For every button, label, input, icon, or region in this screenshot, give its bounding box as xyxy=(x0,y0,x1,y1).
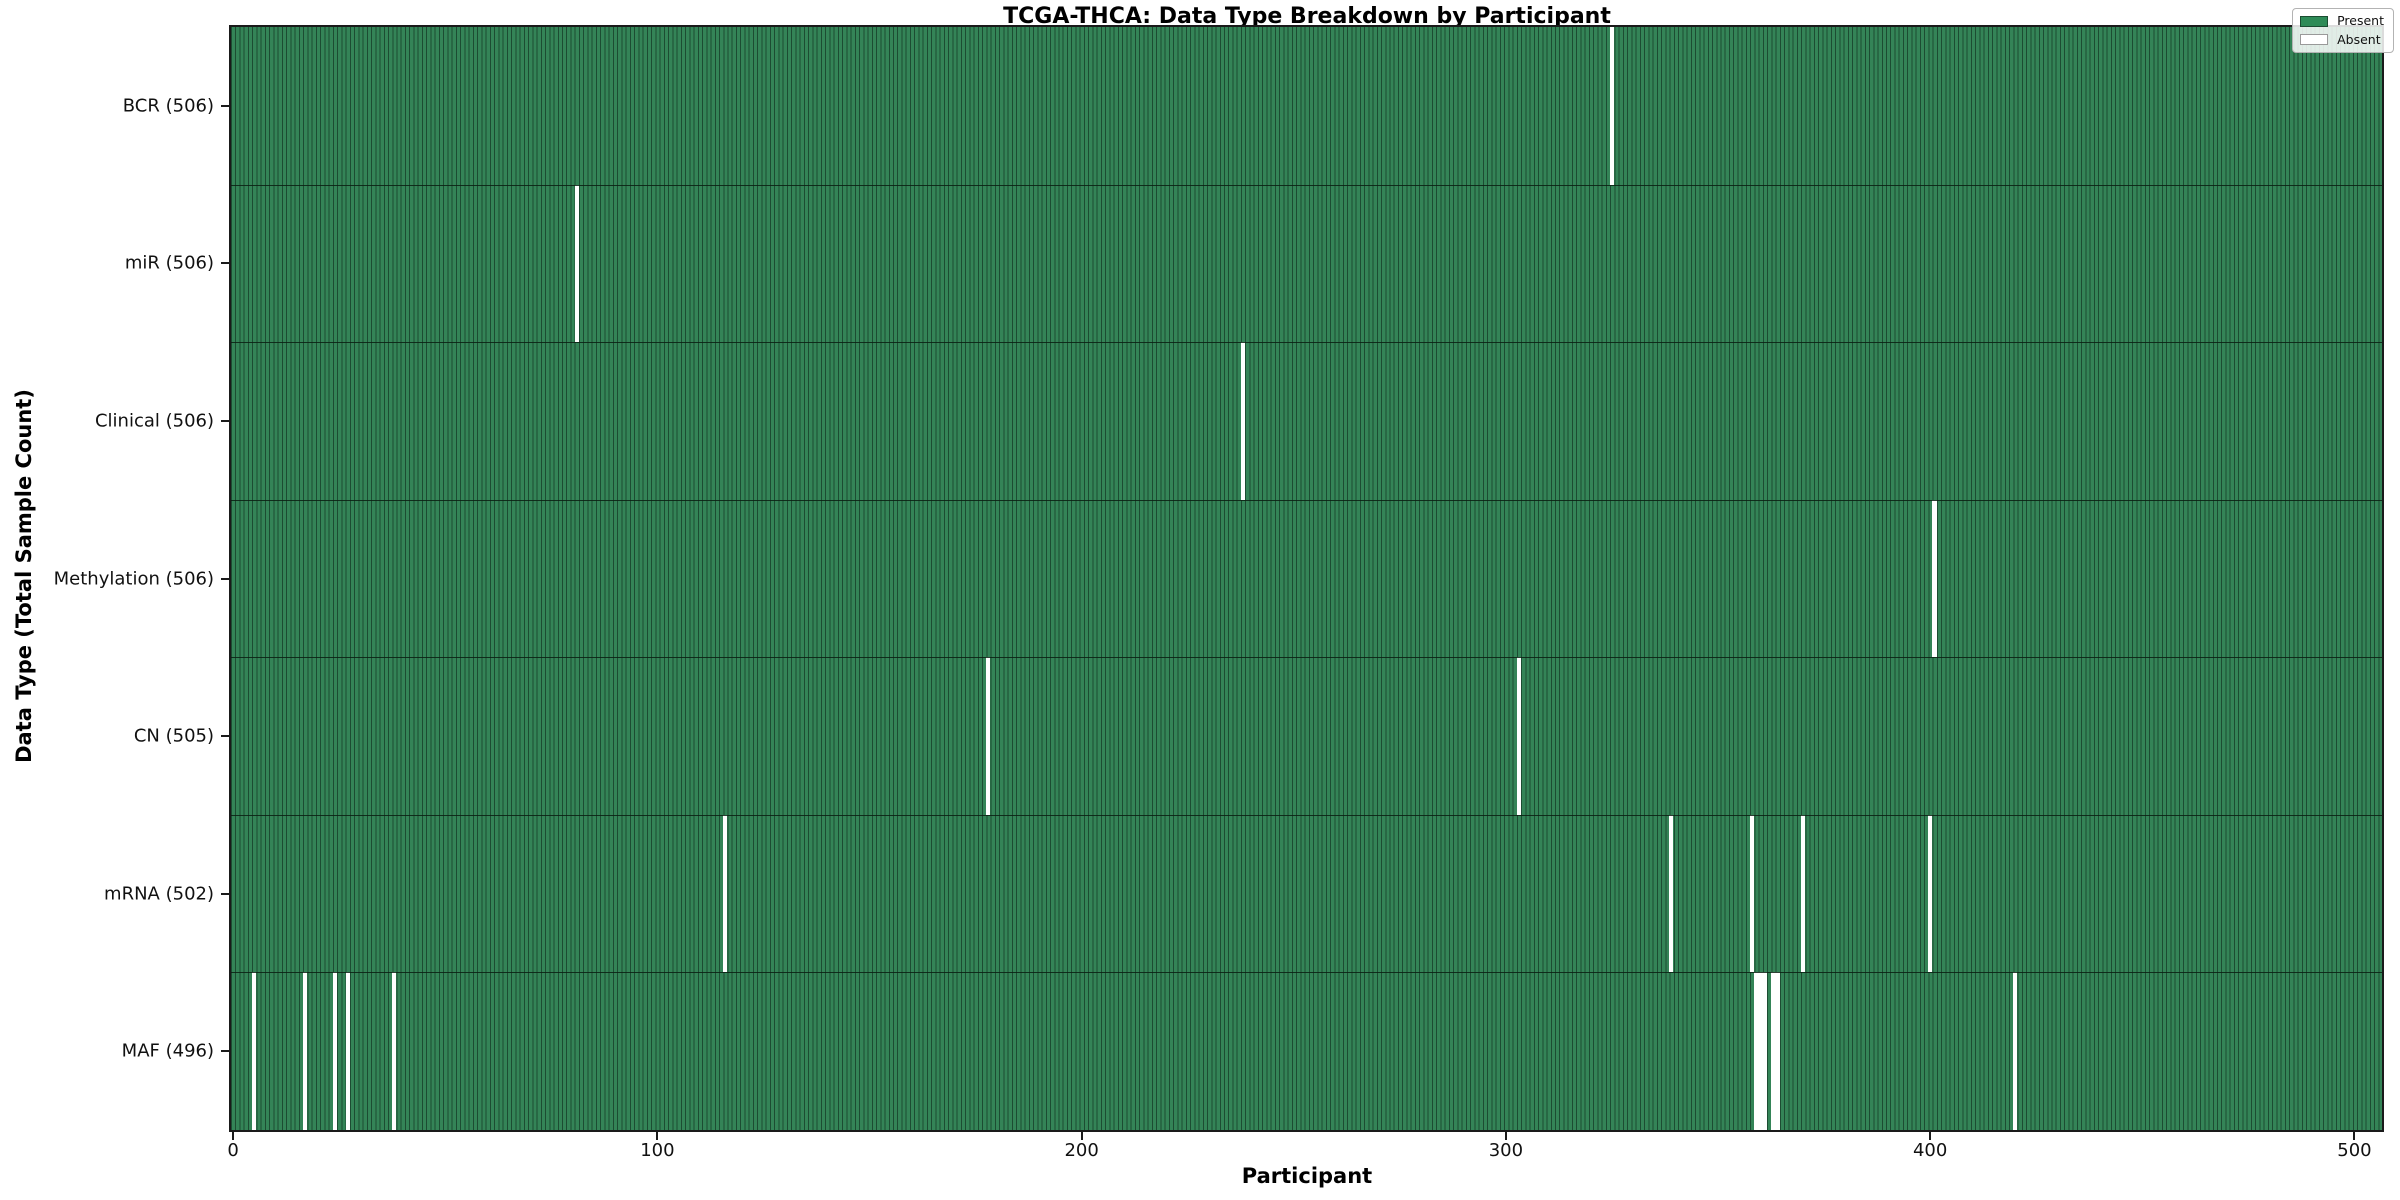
x-tick-label: 300 xyxy=(1488,1140,1524,1161)
x-tick-label: 400 xyxy=(1912,1140,1948,1161)
legend-item-absent: Absent xyxy=(2300,31,2384,47)
y-tick-mark xyxy=(221,419,229,422)
row-separator xyxy=(231,972,2382,974)
y-tick-mark xyxy=(221,1050,229,1053)
absent-gap xyxy=(1932,499,1937,658)
absent-gap xyxy=(345,972,350,1130)
absent-gap xyxy=(1754,972,1759,1130)
absent-gap xyxy=(252,972,257,1130)
legend-label-absent: Absent xyxy=(2337,31,2381,47)
x-tick-mark xyxy=(656,1132,659,1140)
y-tick-mark xyxy=(221,735,229,738)
y-axis-label: Data Type (Total Sample Count) xyxy=(12,389,36,763)
x-tick-mark xyxy=(2353,1132,2356,1140)
chart-title: TCGA-THCA: Data Type Breakdown by Partic… xyxy=(1003,4,1611,29)
absent-gap xyxy=(1516,657,1521,815)
legend-item-present: Present xyxy=(2300,13,2384,28)
x-tick-label: 100 xyxy=(640,1140,675,1161)
legend-swatch-absent-icon xyxy=(2300,34,2329,46)
row-separator xyxy=(231,184,2382,186)
y-tick-label: Methylation (506) xyxy=(53,568,214,589)
absent-gap xyxy=(1800,814,1805,973)
absent-gap xyxy=(1775,972,1780,1130)
x-tick-label: 500 xyxy=(2337,1140,2372,1161)
y-tick-mark xyxy=(221,262,229,265)
row-clinical xyxy=(231,342,2382,500)
row-bcr xyxy=(231,27,2382,185)
x-tick-mark xyxy=(1504,1132,1507,1140)
x-tick-label: 200 xyxy=(1064,1140,1099,1161)
y-tick-mark xyxy=(221,577,229,580)
row-separator xyxy=(231,814,2382,816)
absent-gap xyxy=(1609,27,1615,185)
row-separator xyxy=(231,657,2382,659)
row-methylation xyxy=(231,499,2382,658)
absent-gap xyxy=(1240,342,1245,500)
plot-area xyxy=(229,25,2384,1132)
absent-gap xyxy=(332,972,338,1130)
legend-swatch-present-icon xyxy=(2300,15,2329,27)
x-axis-label: Participant xyxy=(1241,1164,1373,1188)
x-tick-mark xyxy=(1929,1132,1932,1140)
row-separator xyxy=(231,342,2382,344)
absent-gap xyxy=(1771,972,1776,1130)
y-tick-label: CN (505) xyxy=(133,725,214,747)
y-tick-label: miR (506) xyxy=(124,252,214,274)
y-tick-mark xyxy=(221,892,229,895)
x-tick-mark xyxy=(232,1132,235,1140)
absent-gap xyxy=(1669,814,1674,973)
y-tick-label: MAF (496) xyxy=(121,1040,214,1062)
row-maf xyxy=(231,972,2382,1130)
absent-gap xyxy=(392,972,397,1130)
absent-gap xyxy=(2012,972,2018,1130)
y-tick-label: BCR (506) xyxy=(122,95,214,117)
absent-gap xyxy=(1928,814,1933,973)
legend-label-present: Present xyxy=(2337,13,2384,28)
absent-gap xyxy=(1749,814,1755,973)
y-tick-label: mRNA (502) xyxy=(104,883,214,905)
row-separator xyxy=(231,499,2382,501)
y-tick-label: Clinical (506) xyxy=(94,410,214,432)
y-tick-mark xyxy=(221,104,229,107)
row-mir xyxy=(231,184,2382,343)
row-cn xyxy=(231,657,2382,815)
legend: Present Absent xyxy=(2292,8,2394,53)
absent-gap xyxy=(1762,972,1767,1130)
absent-gap xyxy=(1758,972,1763,1130)
row-mrna xyxy=(231,814,2382,973)
absent-gap xyxy=(303,972,308,1130)
x-tick-label: 0 xyxy=(227,1140,239,1161)
absent-gap xyxy=(574,184,579,343)
x-tick-mark xyxy=(1080,1132,1083,1140)
absent-gap xyxy=(723,814,728,973)
absent-gap xyxy=(986,657,991,815)
